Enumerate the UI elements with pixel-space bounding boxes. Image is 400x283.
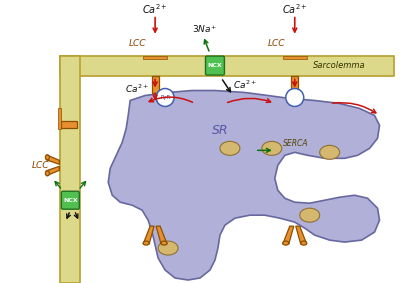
Polygon shape (108, 91, 380, 280)
Ellipse shape (283, 241, 289, 245)
Polygon shape (296, 226, 307, 244)
Polygon shape (143, 226, 154, 244)
Text: LCC: LCC (128, 39, 146, 48)
Bar (58, 108, 61, 129)
Ellipse shape (300, 208, 320, 222)
Circle shape (286, 89, 304, 106)
Ellipse shape (220, 142, 240, 155)
Text: SR: SR (212, 124, 228, 137)
Ellipse shape (301, 241, 307, 245)
Text: LCC: LCC (268, 39, 286, 48)
Text: $Ca^{2+}$: $Ca^{2+}$ (125, 82, 149, 95)
Polygon shape (46, 166, 59, 176)
Bar (60, 55, 394, 76)
Bar (291, 76, 298, 93)
Ellipse shape (158, 241, 178, 255)
Text: $Ca^{2+}$: $Ca^{2+}$ (282, 2, 308, 16)
Text: NCX: NCX (63, 198, 78, 203)
Ellipse shape (46, 155, 49, 160)
Bar (283, 55, 307, 59)
Text: RyR: RyR (160, 95, 170, 100)
Text: LCC: LCC (32, 161, 49, 170)
Ellipse shape (320, 145, 340, 159)
Polygon shape (156, 226, 167, 244)
Bar (61, 121, 77, 128)
Text: $3Na^{+}$: $3Na^{+}$ (192, 23, 218, 35)
Bar (60, 55, 80, 283)
Bar (152, 76, 159, 93)
Ellipse shape (46, 171, 49, 176)
Text: NCX: NCX (208, 63, 222, 68)
Text: SERCA: SERCA (283, 139, 308, 148)
Text: $Ca^{2+}$: $Ca^{2+}$ (142, 2, 168, 16)
Bar (143, 55, 167, 59)
Polygon shape (283, 226, 294, 244)
FancyBboxPatch shape (206, 56, 224, 75)
Circle shape (156, 89, 174, 106)
FancyBboxPatch shape (61, 191, 79, 209)
Polygon shape (46, 155, 59, 164)
Ellipse shape (143, 241, 149, 245)
Ellipse shape (161, 241, 167, 245)
Text: $Ca^{2+}$: $Ca^{2+}$ (233, 78, 257, 91)
Ellipse shape (262, 142, 282, 155)
Text: Sarcolemma: Sarcolemma (313, 61, 366, 70)
